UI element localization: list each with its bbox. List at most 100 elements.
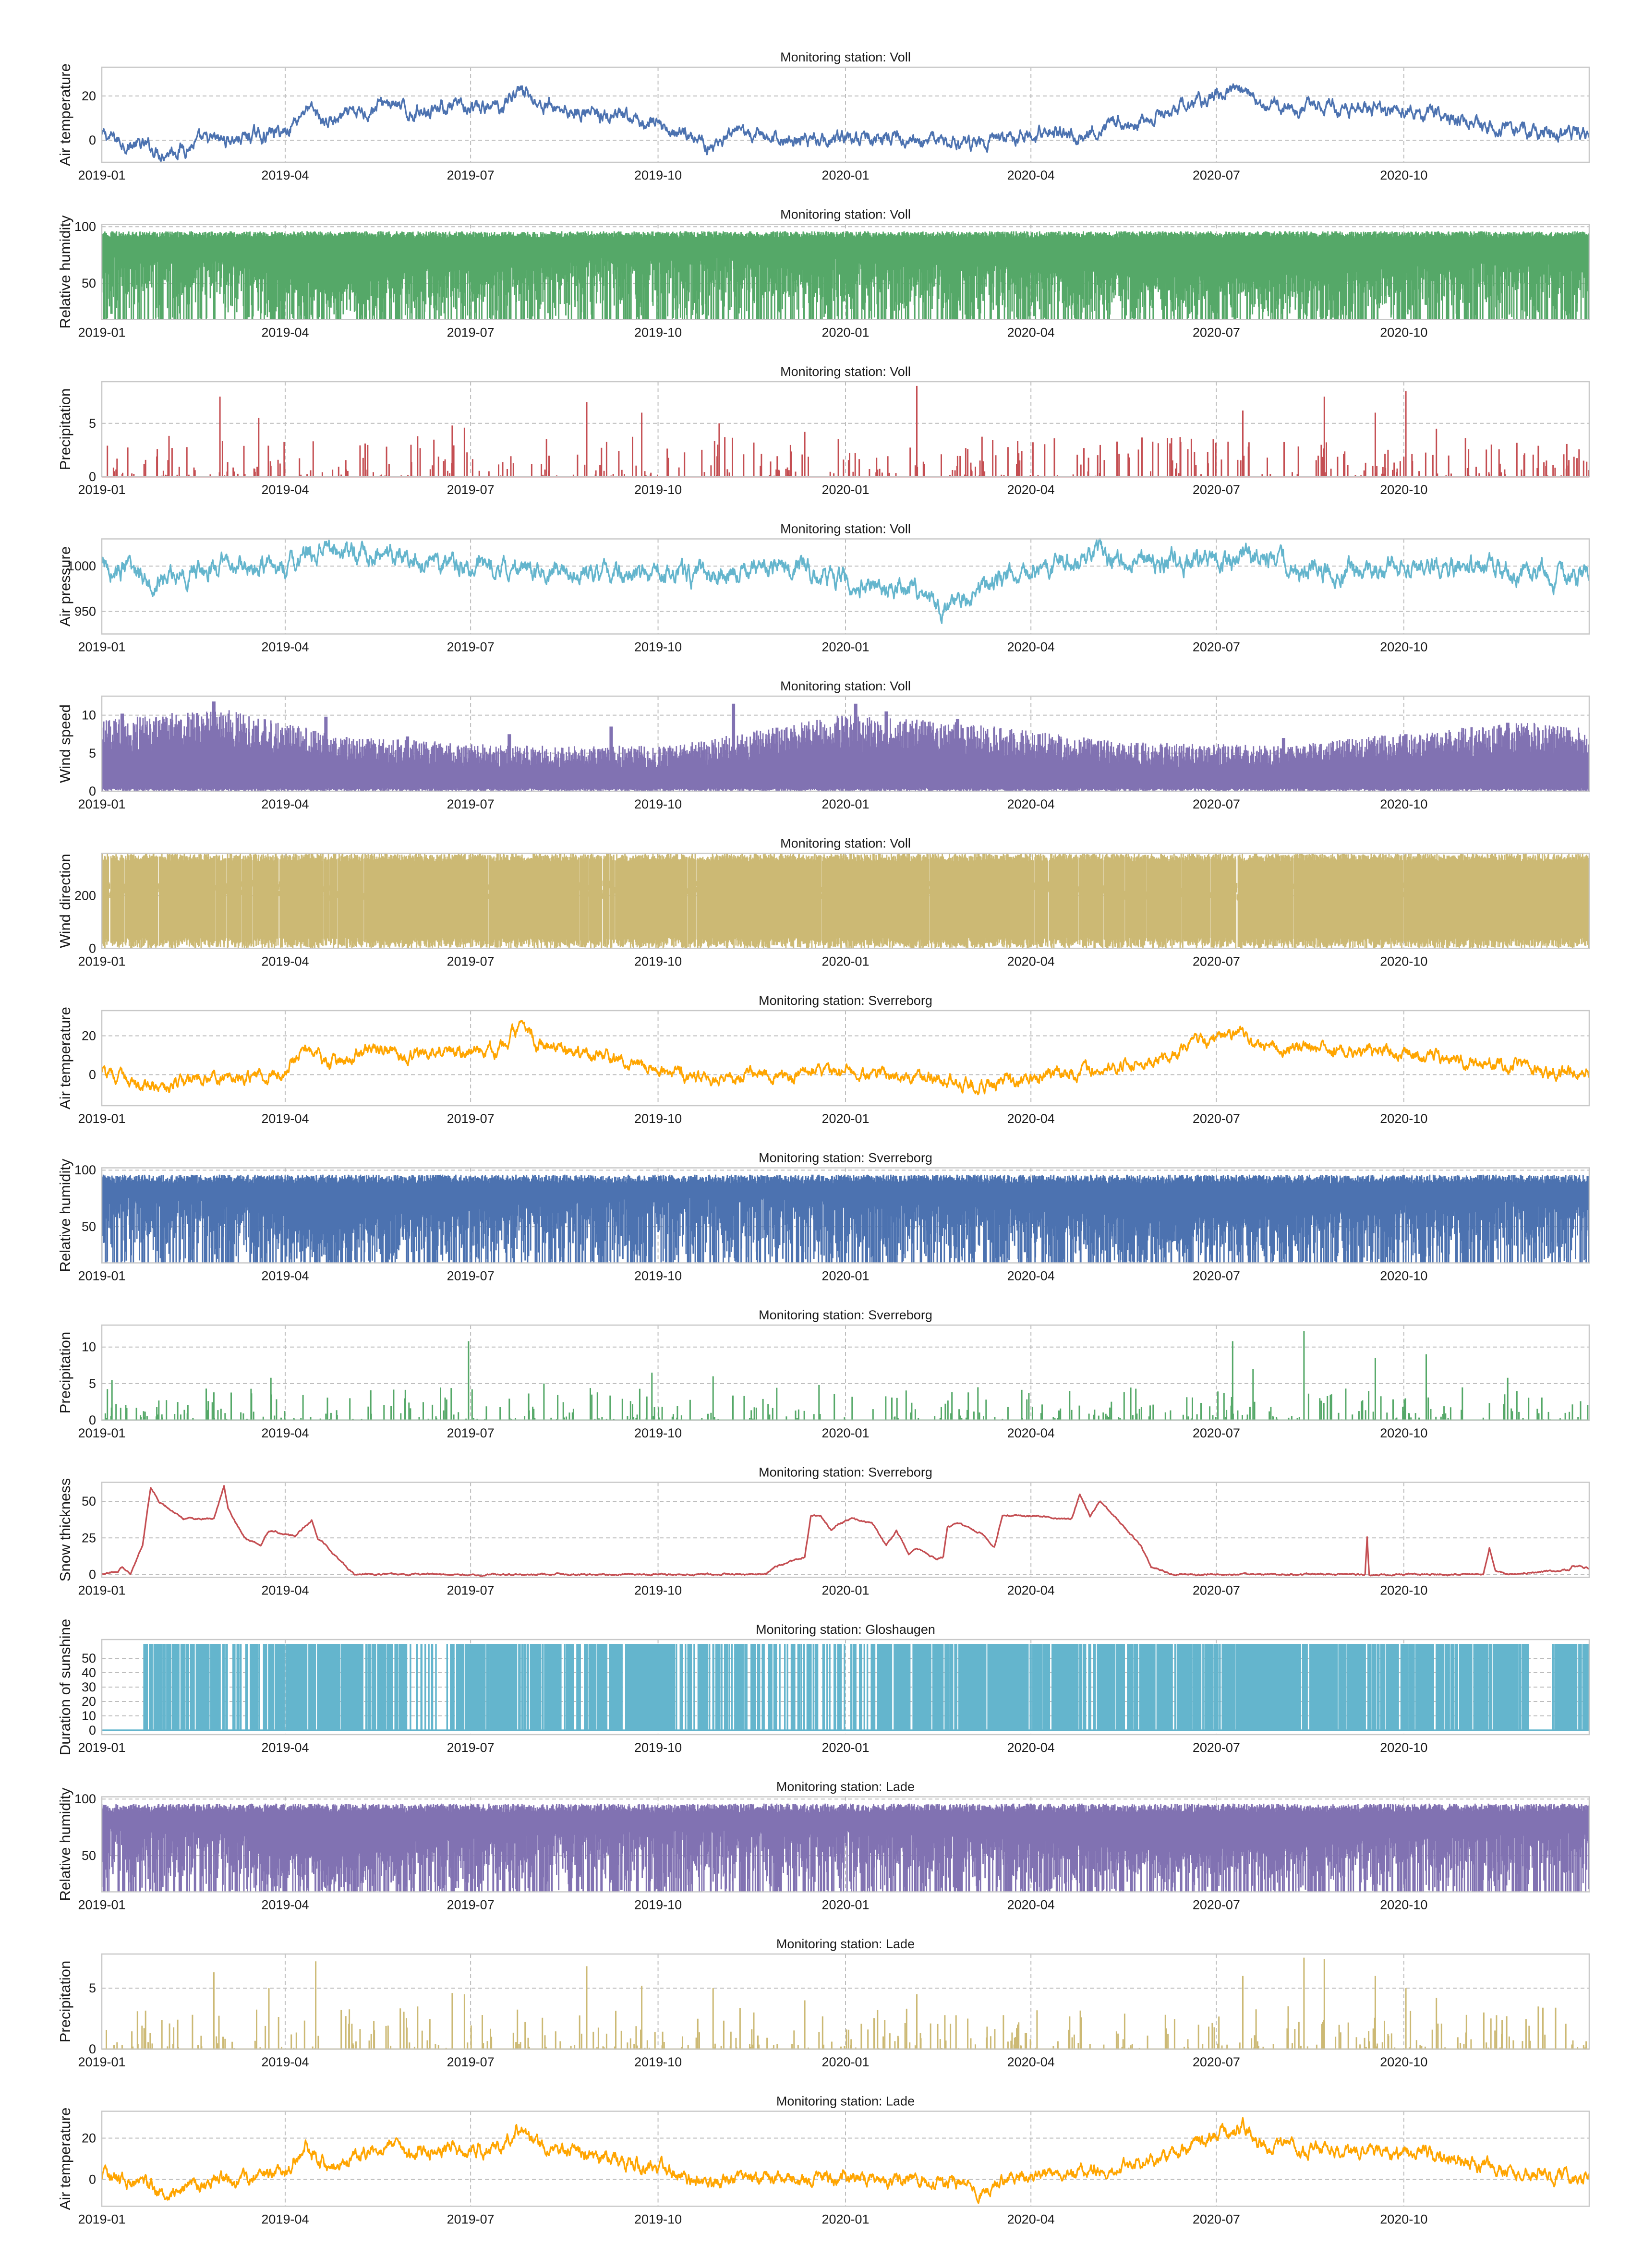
x-tick-label: 2020-01 [822,168,869,182]
plot-frame [101,1639,1590,1736]
y-tick-label: 50 [82,1219,96,1234]
plot-frame [101,1167,1590,1264]
x-tick-label: 2020-04 [1007,1740,1055,1755]
panel-title: Monitoring station: Sverreborg [759,993,932,1008]
y-tick-label: 0 [89,784,96,798]
panel-title: Monitoring station: Voll [780,364,911,379]
x-tick-label: 2019-07 [447,483,495,497]
y-tick-label: 40 [82,1665,96,1680]
y-axis-label: Relative humidity [57,1158,73,1272]
panel-4: Monitoring station: Voll Wind speed 2019-0… [57,679,1590,811]
y-tick-label: 5 [89,416,96,431]
x-tick-label: 2020-10 [1380,954,1427,969]
x-tick-label: 2019-10 [634,326,682,340]
x-tick-label: 2020-01 [822,1111,869,1126]
y-tick-label: 50 [82,1494,96,1508]
series-line [101,2117,1590,2204]
panel-7: Monitoring station: Sverreborg Relative h… [57,1151,1590,1283]
x-tick-label: 2020-07 [1193,640,1240,654]
x-tick-label: 2020-04 [1007,1111,1055,1126]
x-tick-label: 2019-01 [78,1111,125,1126]
panel-2: Monitoring station: Voll Precipitation 201… [57,364,1590,497]
panel-title: Monitoring station: Voll [780,50,911,64]
x-tick-label: 2020-01 [822,1426,869,1440]
x-tick-label: 2019-07 [447,954,495,969]
plot-frame [101,1010,1590,1107]
x-tick-label: 2019-07 [447,1740,495,1755]
x-tick-label: 2020-10 [1380,483,1427,497]
x-tick-label: 2019-10 [634,797,682,811]
x-tick-label: 2020-01 [822,1740,869,1755]
x-tick-label: 2020-01 [822,326,869,340]
y-axis-label: Snow thickness [57,1478,73,1581]
x-tick-label: 2020-01 [822,1269,869,1283]
y-axis-label: Air temperature [57,63,73,166]
x-tick-label: 2020-10 [1380,797,1427,811]
x-tick-label: 2019-01 [78,168,125,182]
x-tick-label: 2019-01 [78,1740,125,1755]
plot-frame [101,538,1590,635]
plot-frame [101,381,1590,478]
series-line [101,83,1590,162]
x-tick-label: 2020-10 [1380,168,1427,182]
panel-3: Monitoring station: Voll Air pressure 2019… [57,522,1590,654]
panel-title: Monitoring station: Gloshaugen [756,1622,935,1637]
x-tick-label: 2019-10 [634,1740,682,1755]
x-tick-label: 2019-04 [261,1111,309,1126]
plot-frame [101,1482,1590,1578]
x-tick-label: 2020-07 [1193,2212,1240,2227]
y-axis-label: Wind direction [57,854,73,948]
y-tick-label: 5 [89,1981,96,1995]
x-tick-label: 2019-01 [78,1269,125,1283]
x-tick-label: 2020-07 [1193,1898,1240,1912]
y-tick-label: 20 [82,2131,96,2145]
x-tick-label: 2020-10 [1380,1740,1427,1755]
x-tick-label: 2020-07 [1193,1426,1240,1440]
panel-1: Monitoring station: Voll Relative humidit… [57,207,1590,340]
x-tick-label: 2019-01 [78,797,125,811]
x-tick-label: 2020-10 [1380,640,1427,654]
x-tick-label: 2019-04 [261,1583,309,1598]
y-tick-label: 20 [82,89,96,103]
x-tick-label: 2019-10 [634,1269,682,1283]
y-axis-label: Relative humidity [57,1787,73,1901]
panel-title: Monitoring station: Voll [780,836,911,851]
x-tick-label: 2020-07 [1193,1111,1240,1126]
x-tick-label: 2019-07 [447,1426,495,1440]
x-tick-label: 2020-07 [1193,1269,1240,1283]
series-line [101,1485,1590,1577]
y-tick-label: 10 [82,1340,96,1354]
x-tick-label: 2019-07 [447,326,495,340]
y-axis-label: Air temperature [57,1007,73,1110]
y-tick-label: 200 [74,889,96,903]
x-tick-label: 2019-01 [78,326,125,340]
y-tick-label: 10 [82,708,96,723]
x-tick-label: 2019-07 [447,797,495,811]
x-tick-label: 2020-01 [822,797,869,811]
x-tick-label: 2019-01 [78,954,125,969]
x-tick-label: 2019-04 [261,1898,309,1912]
x-tick-label: 2020-10 [1380,1269,1427,1283]
panel-title: Monitoring station: Sverreborg [759,1308,932,1322]
x-tick-label: 2020-01 [822,483,869,497]
y-axis-label: Precipitation [57,388,73,470]
x-tick-label: 2020-04 [1007,797,1055,811]
series-line [101,1020,1590,1096]
x-tick-label: 2019-04 [261,483,309,497]
x-tick-label: 2019-01 [78,1898,125,1912]
panel-title: Monitoring station: Sverreborg [759,1151,932,1165]
y-tick-label: 1000 [67,559,96,573]
y-tick-label: 50 [82,276,96,290]
y-axis-label: Air temperature [57,2108,73,2210]
panel-title: Monitoring station: Lade [776,1937,915,1951]
x-tick-label: 2020-04 [1007,954,1055,969]
x-tick-label: 2020-07 [1193,1583,1240,1598]
plot-frame [101,695,1590,792]
x-tick-label: 2019-07 [447,1898,495,1912]
x-tick-label: 2020-04 [1007,2212,1055,2227]
x-tick-label: 2019-04 [261,1269,309,1283]
y-tick-label: 100 [74,1792,96,1806]
series-line [102,1644,1590,1731]
x-tick-label: 2020-07 [1193,2055,1240,2069]
x-tick-label: 2020-10 [1380,326,1427,340]
